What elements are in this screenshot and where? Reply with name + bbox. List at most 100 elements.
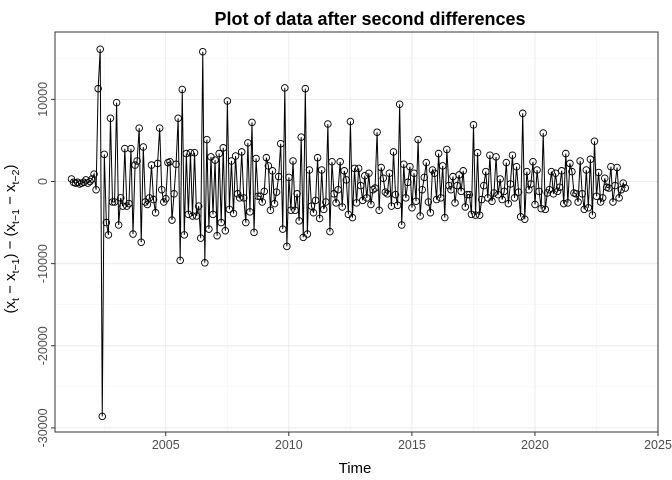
data-point (373, 128, 381, 136)
data-point (235, 194, 244, 202)
data-point (443, 145, 451, 154)
data-point (268, 167, 277, 175)
data-point (116, 194, 125, 202)
data-point (332, 199, 340, 207)
data-point (342, 176, 351, 184)
data-point (293, 190, 301, 198)
grid-lines (55, 32, 659, 432)
data-point (502, 158, 511, 167)
data-point (199, 47, 207, 56)
data-point (371, 184, 379, 192)
data-point (562, 149, 570, 158)
y-title-text: − x (2, 273, 19, 298)
data-point (285, 173, 293, 182)
x-axis: 2005 2010 2015 2020 2025 (152, 432, 672, 452)
data-point (119, 202, 127, 210)
data-point (584, 204, 593, 212)
data-point (457, 187, 465, 196)
data-point (518, 109, 527, 118)
data-point (205, 225, 213, 233)
y-title-subscript: t−2 (10, 169, 22, 184)
data-point (391, 190, 400, 199)
data-point (211, 156, 219, 164)
data-point (363, 194, 371, 202)
data-point (262, 153, 271, 162)
data-point (229, 209, 238, 218)
data-point (514, 188, 523, 196)
data-point (98, 412, 107, 421)
plot-border (54, 31, 659, 433)
data-point (551, 169, 560, 178)
data-point (617, 185, 625, 194)
data-point (315, 214, 324, 223)
data-point (451, 199, 459, 207)
data-point (114, 221, 123, 229)
data-point (455, 171, 463, 179)
data-point (533, 166, 541, 174)
data-point (215, 149, 223, 158)
data-point (264, 162, 273, 170)
data-point (102, 218, 111, 227)
data-point (586, 155, 595, 164)
data-point (168, 216, 176, 224)
data-point (301, 84, 310, 93)
data-point (155, 124, 164, 132)
y-title-text: ) (2, 165, 19, 170)
data-point (416, 212, 424, 220)
data-point (336, 158, 344, 166)
data-point (557, 167, 566, 175)
data-point (500, 187, 509, 196)
y-title-text: − x (2, 184, 19, 209)
data-point (174, 114, 182, 122)
data-point (473, 148, 482, 157)
data-point (133, 157, 141, 165)
x-tick-label: 2015 (398, 438, 426, 452)
data-point (352, 199, 361, 207)
data-point (350, 164, 359, 173)
data-point (260, 187, 269, 196)
chart-title: Plot of data after second differences (214, 9, 525, 29)
y-axis: -30000 -20000 -10000 0 10000 (36, 82, 55, 447)
data-point (430, 169, 439, 178)
data-point (196, 234, 205, 242)
data-point (313, 153, 322, 162)
data-point (566, 159, 574, 168)
data-point (176, 256, 184, 265)
data-point (340, 167, 349, 175)
data-point (334, 185, 342, 194)
data-point (346, 117, 355, 126)
data-point (469, 121, 478, 129)
data-point (488, 197, 496, 205)
data-point (190, 148, 199, 157)
data-point (381, 188, 390, 196)
data-point (369, 185, 377, 194)
data-point (463, 190, 472, 199)
data-point (434, 149, 443, 158)
y-axis-title: (xt − xt−1) − (xt−1 − xt−2) (2, 165, 22, 314)
data-point (424, 198, 433, 206)
data-point (609, 198, 617, 206)
data-point (615, 194, 623, 202)
data-point (459, 167, 467, 175)
data-point (291, 206, 299, 214)
data-point (512, 162, 521, 171)
data-point (254, 192, 262, 201)
data-point (270, 199, 279, 208)
data-point (248, 118, 256, 127)
data-point (475, 211, 484, 219)
data-point (404, 178, 412, 187)
data-point (213, 231, 221, 240)
data-point (389, 148, 398, 156)
data-point (242, 218, 250, 227)
data-point (375, 206, 383, 214)
data-point (590, 137, 599, 145)
data-point (541, 205, 550, 214)
data-point (283, 242, 291, 251)
data-point (266, 206, 275, 214)
data-point (619, 179, 627, 187)
data-point (418, 185, 426, 194)
data-point (279, 225, 287, 233)
data-point (420, 173, 429, 182)
data-point (178, 85, 186, 94)
